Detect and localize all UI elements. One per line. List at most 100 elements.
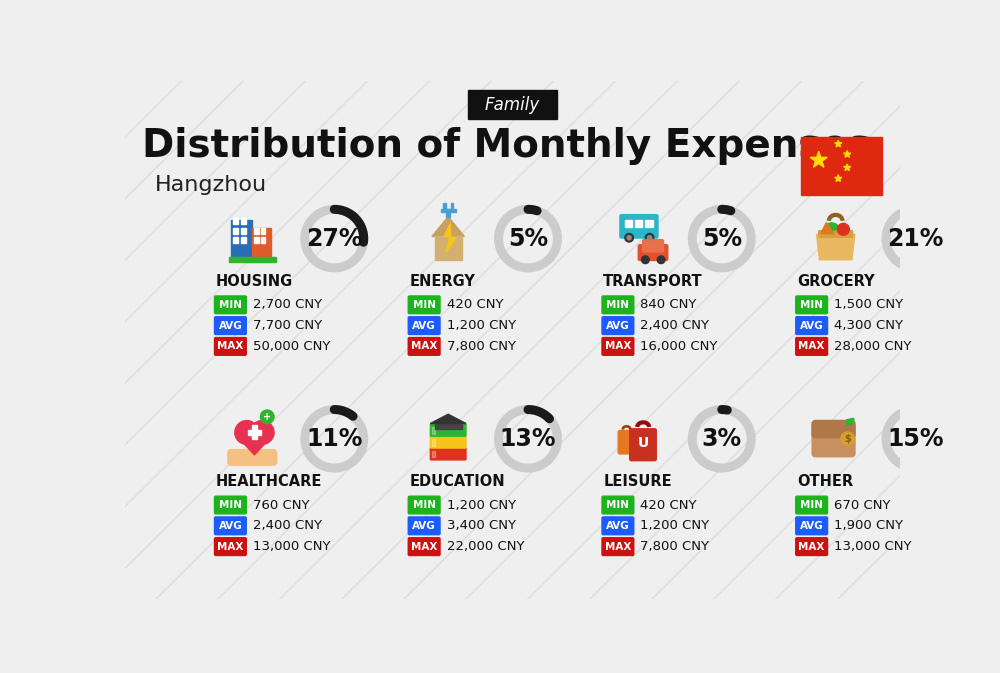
Circle shape: [657, 256, 665, 264]
Text: 7,800 CNY: 7,800 CNY: [447, 340, 516, 353]
Text: 27%: 27%: [306, 227, 362, 250]
Text: AVG: AVG: [606, 320, 630, 330]
Bar: [252, 425, 257, 439]
Bar: [261, 238, 265, 243]
FancyBboxPatch shape: [215, 338, 246, 355]
FancyBboxPatch shape: [602, 538, 634, 555]
Circle shape: [260, 410, 274, 423]
Polygon shape: [444, 224, 456, 252]
Bar: [801, 137, 882, 194]
Bar: [435, 236, 462, 260]
Text: 13,000 CNY: 13,000 CNY: [253, 540, 330, 553]
Polygon shape: [810, 151, 827, 167]
Circle shape: [641, 256, 649, 264]
Text: 4,300 CNY: 4,300 CNY: [834, 319, 903, 332]
FancyBboxPatch shape: [796, 296, 828, 314]
Text: MAX: MAX: [411, 341, 437, 351]
Text: 3,400 CNY: 3,400 CNY: [447, 520, 516, 532]
Text: 11%: 11%: [306, 427, 362, 451]
FancyBboxPatch shape: [796, 338, 828, 355]
Text: 15%: 15%: [887, 427, 944, 451]
Polygon shape: [821, 223, 834, 234]
Bar: [435, 423, 462, 429]
FancyBboxPatch shape: [602, 338, 634, 355]
Text: EDUCATION: EDUCATION: [409, 474, 505, 489]
Text: MIN: MIN: [606, 300, 629, 310]
Bar: [241, 218, 246, 224]
FancyBboxPatch shape: [643, 240, 664, 252]
Bar: [441, 209, 456, 213]
Text: MIN: MIN: [800, 300, 823, 310]
Polygon shape: [844, 164, 851, 170]
Text: 21%: 21%: [887, 227, 944, 250]
Bar: [252, 228, 271, 260]
Text: MAX: MAX: [411, 542, 437, 552]
Text: MIN: MIN: [413, 500, 436, 510]
FancyBboxPatch shape: [602, 496, 634, 514]
Ellipse shape: [825, 223, 838, 231]
FancyBboxPatch shape: [215, 517, 246, 534]
Bar: [446, 209, 450, 217]
FancyBboxPatch shape: [630, 429, 656, 461]
Bar: [254, 228, 259, 234]
Text: MIN: MIN: [606, 500, 629, 510]
Circle shape: [235, 421, 259, 444]
Bar: [233, 218, 238, 224]
Text: HEALTHCARE: HEALTHCARE: [216, 474, 322, 489]
Text: 16,000 CNY: 16,000 CNY: [640, 340, 718, 353]
Text: 1,500 CNY: 1,500 CNY: [834, 298, 903, 312]
Text: 2,700 CNY: 2,700 CNY: [253, 298, 322, 312]
Bar: [635, 220, 642, 227]
FancyBboxPatch shape: [602, 296, 634, 314]
Text: GROCERY: GROCERY: [797, 274, 875, 289]
Text: MAX: MAX: [798, 542, 825, 552]
Text: 7,800 CNY: 7,800 CNY: [640, 540, 709, 553]
Text: AVG: AVG: [800, 320, 824, 330]
Circle shape: [645, 234, 654, 242]
Polygon shape: [835, 140, 842, 147]
FancyBboxPatch shape: [638, 245, 668, 260]
Bar: [229, 257, 276, 262]
Polygon shape: [432, 217, 464, 236]
FancyBboxPatch shape: [408, 338, 440, 355]
Text: 2,400 CNY: 2,400 CNY: [253, 520, 322, 532]
Text: AVG: AVG: [219, 320, 242, 330]
Circle shape: [841, 432, 854, 446]
Circle shape: [627, 236, 631, 240]
Text: Hangzhou: Hangzhou: [154, 175, 267, 194]
FancyBboxPatch shape: [618, 431, 635, 454]
FancyBboxPatch shape: [408, 517, 440, 534]
Polygon shape: [430, 415, 466, 423]
Text: U: U: [637, 436, 649, 450]
Bar: [233, 237, 238, 243]
Bar: [254, 238, 259, 243]
Text: 22,000 CNY: 22,000 CNY: [447, 540, 524, 553]
Text: MIN: MIN: [800, 500, 823, 510]
Text: AVG: AVG: [219, 521, 242, 531]
Text: 3%: 3%: [702, 427, 742, 451]
FancyBboxPatch shape: [796, 538, 828, 555]
Text: OTHER: OTHER: [797, 474, 853, 489]
FancyBboxPatch shape: [796, 517, 828, 534]
FancyBboxPatch shape: [228, 450, 277, 465]
FancyBboxPatch shape: [430, 448, 466, 460]
Text: 50,000 CNY: 50,000 CNY: [253, 340, 330, 353]
Text: MIN: MIN: [219, 300, 242, 310]
FancyBboxPatch shape: [819, 231, 853, 238]
FancyBboxPatch shape: [812, 423, 855, 457]
Text: MAX: MAX: [798, 341, 825, 351]
FancyBboxPatch shape: [602, 317, 634, 334]
Text: MAX: MAX: [605, 341, 631, 351]
Text: 420 CNY: 420 CNY: [447, 298, 503, 312]
Text: AVG: AVG: [412, 521, 436, 531]
FancyBboxPatch shape: [215, 496, 246, 514]
FancyBboxPatch shape: [812, 421, 855, 437]
Text: 760 CNY: 760 CNY: [253, 499, 309, 511]
Text: 28,000 CNY: 28,000 CNY: [834, 340, 912, 353]
FancyBboxPatch shape: [620, 215, 658, 238]
Text: $: $: [844, 434, 851, 444]
Text: 840 CNY: 840 CNY: [640, 298, 697, 312]
Polygon shape: [844, 151, 851, 157]
Bar: [432, 427, 435, 433]
Text: Family: Family: [485, 96, 540, 114]
